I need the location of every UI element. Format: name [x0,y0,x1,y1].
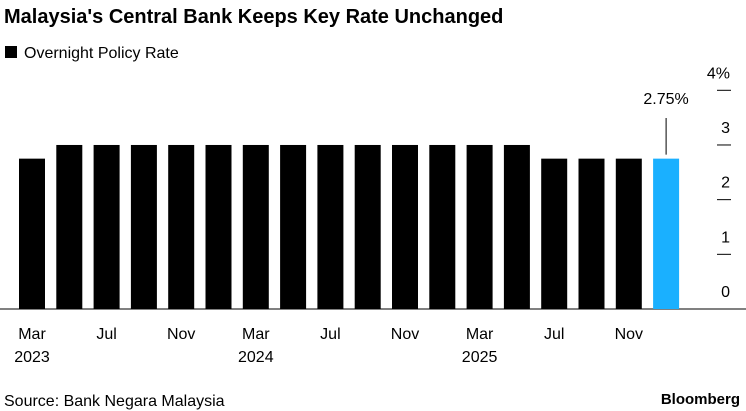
bar [541,158,568,309]
bar [93,144,120,309]
x-tick-label: Jul [544,326,564,343]
y-tick-label: 4% [707,65,730,82]
x-tick-label: Mar [242,326,270,343]
bar [392,144,418,309]
y-tick-label: 1 [721,229,730,246]
bar [429,144,456,309]
x-tick-label: Mar [18,326,46,343]
bar [615,158,642,309]
bar [317,144,344,309]
bar [466,144,493,309]
bar [653,158,680,309]
y-tick-label: 0 [721,284,730,301]
bar [354,144,381,309]
bar [205,144,232,309]
x-year-label: 2023 [14,349,50,366]
chart-title: Malaysia's Central Bank Keeps Key Rate U… [4,6,503,28]
x-tick-label: Mar [466,326,494,343]
legend-label: Overnight Policy Rate [24,45,179,62]
legend-swatch [5,46,17,58]
bar [56,144,83,309]
x-tick-label: Nov [615,326,643,343]
y-tick-label: 3 [721,120,730,137]
x-tick-label: Jul [96,326,116,343]
y-tick-label: 2 [721,175,730,192]
bar [503,144,530,309]
bar [578,158,605,309]
x-tick-label: Nov [167,326,195,343]
brand: Bloomberg [661,391,740,408]
bar [242,144,269,309]
bar [19,158,45,309]
x-tick-label: Jul [320,326,340,343]
value-label: 2.75% [643,91,688,108]
bar [280,144,307,309]
bar [168,144,195,309]
x-year-label: 2024 [238,349,274,366]
source: Source: Bank Negara Malaysia [4,393,225,410]
x-year-label: 2025 [462,349,498,366]
bar [130,144,157,309]
x-tick-label: Nov [391,326,419,343]
